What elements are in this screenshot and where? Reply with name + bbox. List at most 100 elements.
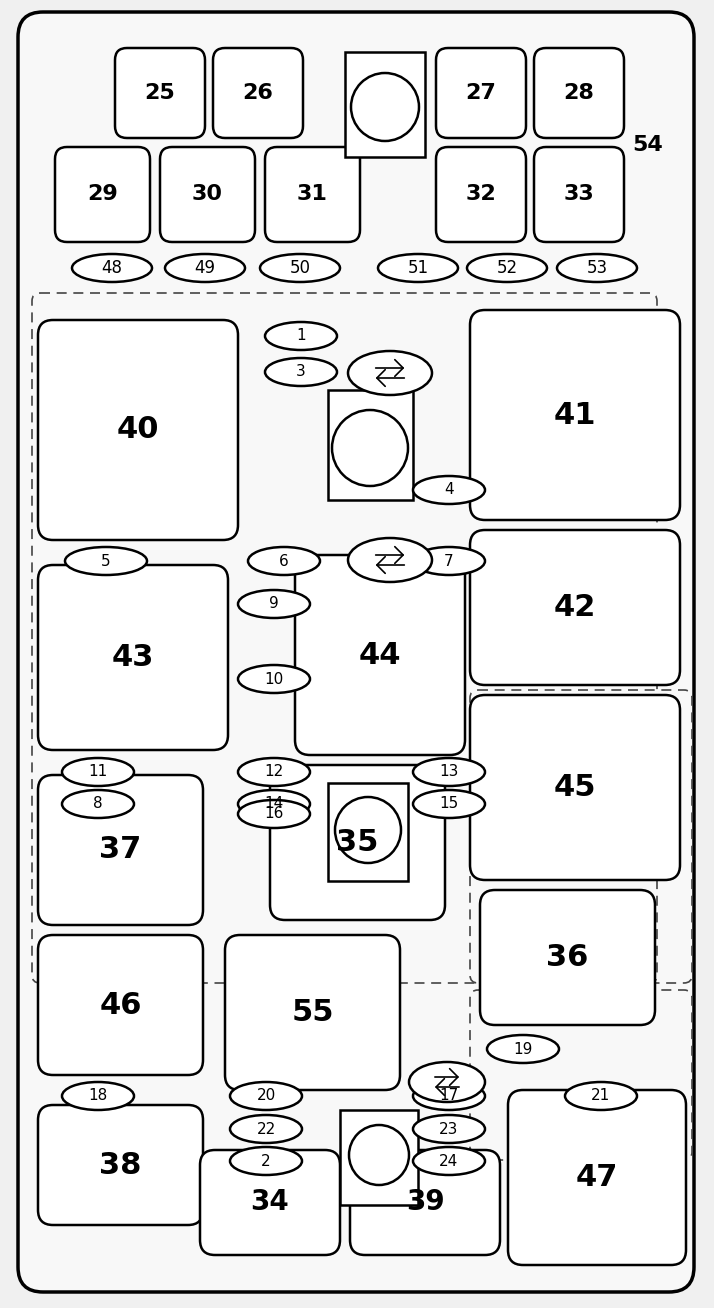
FancyBboxPatch shape	[225, 935, 400, 1090]
Ellipse shape	[62, 790, 134, 818]
Text: 52: 52	[496, 259, 518, 277]
Ellipse shape	[413, 1147, 485, 1175]
Text: 43: 43	[112, 644, 154, 672]
Ellipse shape	[238, 790, 310, 818]
Text: 39: 39	[406, 1189, 444, 1216]
Text: 42: 42	[554, 593, 596, 623]
Text: 7: 7	[444, 553, 454, 569]
FancyBboxPatch shape	[270, 765, 445, 920]
Text: 24: 24	[439, 1154, 458, 1168]
FancyBboxPatch shape	[18, 12, 694, 1292]
Ellipse shape	[409, 1062, 485, 1103]
Ellipse shape	[467, 254, 547, 283]
Ellipse shape	[413, 476, 485, 504]
FancyBboxPatch shape	[508, 1090, 686, 1265]
Text: 13: 13	[439, 764, 458, 780]
Bar	[328, 390, 413, 500]
FancyBboxPatch shape	[534, 48, 624, 139]
Text: 3: 3	[296, 365, 306, 379]
Text: 9: 9	[269, 596, 279, 612]
Circle shape	[351, 73, 419, 141]
Bar	[345, 52, 425, 157]
Ellipse shape	[238, 664, 310, 693]
Text: 12: 12	[264, 764, 283, 780]
Bar	[328, 783, 408, 882]
FancyBboxPatch shape	[470, 695, 680, 880]
FancyBboxPatch shape	[436, 146, 526, 242]
FancyBboxPatch shape	[470, 530, 680, 685]
Text: 32: 32	[466, 184, 496, 204]
Text: 20: 20	[256, 1088, 276, 1104]
Text: 40: 40	[117, 416, 159, 445]
Ellipse shape	[230, 1114, 302, 1143]
Ellipse shape	[565, 1082, 637, 1110]
Ellipse shape	[72, 254, 152, 283]
Text: 34: 34	[251, 1189, 289, 1216]
Text: 46: 46	[99, 990, 142, 1019]
Ellipse shape	[413, 1082, 485, 1110]
Ellipse shape	[413, 790, 485, 818]
Ellipse shape	[265, 322, 337, 351]
Text: 35: 35	[336, 828, 378, 857]
Ellipse shape	[348, 351, 432, 395]
FancyBboxPatch shape	[55, 146, 150, 242]
FancyBboxPatch shape	[480, 889, 655, 1025]
Text: 17: 17	[439, 1088, 458, 1104]
Ellipse shape	[238, 759, 310, 786]
Text: 45: 45	[554, 773, 596, 802]
FancyBboxPatch shape	[38, 1105, 203, 1226]
Ellipse shape	[238, 800, 310, 828]
Ellipse shape	[230, 1147, 302, 1175]
Text: 14: 14	[264, 797, 283, 811]
Text: 36: 36	[546, 943, 588, 972]
Ellipse shape	[413, 547, 485, 576]
Text: 2: 2	[261, 1154, 271, 1168]
FancyBboxPatch shape	[295, 555, 465, 755]
Text: 50: 50	[289, 259, 311, 277]
FancyBboxPatch shape	[38, 565, 228, 749]
Ellipse shape	[230, 1082, 302, 1110]
FancyBboxPatch shape	[38, 320, 238, 540]
FancyBboxPatch shape	[470, 310, 680, 521]
Text: 16: 16	[264, 807, 283, 821]
Text: 31: 31	[297, 184, 328, 204]
Ellipse shape	[65, 547, 147, 576]
Text: 11: 11	[89, 764, 108, 780]
Text: 41: 41	[554, 400, 596, 429]
FancyBboxPatch shape	[38, 935, 203, 1075]
Text: 48: 48	[101, 259, 123, 277]
FancyBboxPatch shape	[534, 146, 624, 242]
Ellipse shape	[238, 590, 310, 617]
Text: 26: 26	[243, 82, 273, 103]
Text: 22: 22	[256, 1121, 276, 1137]
Text: 10: 10	[264, 671, 283, 687]
FancyBboxPatch shape	[213, 48, 303, 139]
Ellipse shape	[165, 254, 245, 283]
Bar	[340, 1110, 418, 1205]
Text: 27: 27	[466, 82, 496, 103]
Ellipse shape	[557, 254, 637, 283]
Text: 15: 15	[439, 797, 458, 811]
Text: 1: 1	[296, 328, 306, 344]
Ellipse shape	[413, 759, 485, 786]
FancyBboxPatch shape	[115, 48, 205, 139]
Text: 28: 28	[563, 82, 595, 103]
Circle shape	[349, 1125, 409, 1185]
Text: 51: 51	[408, 259, 428, 277]
Ellipse shape	[62, 759, 134, 786]
Circle shape	[332, 409, 408, 487]
FancyBboxPatch shape	[350, 1150, 500, 1254]
Text: 44: 44	[358, 641, 401, 670]
Text: 47: 47	[575, 1163, 618, 1192]
Text: 38: 38	[99, 1151, 141, 1180]
Ellipse shape	[348, 538, 432, 582]
Text: 54: 54	[633, 135, 663, 156]
Text: 29: 29	[87, 184, 118, 204]
Ellipse shape	[413, 1114, 485, 1143]
FancyBboxPatch shape	[200, 1150, 340, 1254]
Text: 5: 5	[101, 553, 111, 569]
Text: 49: 49	[194, 259, 216, 277]
Text: 21: 21	[591, 1088, 610, 1104]
Text: 8: 8	[94, 797, 103, 811]
Ellipse shape	[62, 1082, 134, 1110]
